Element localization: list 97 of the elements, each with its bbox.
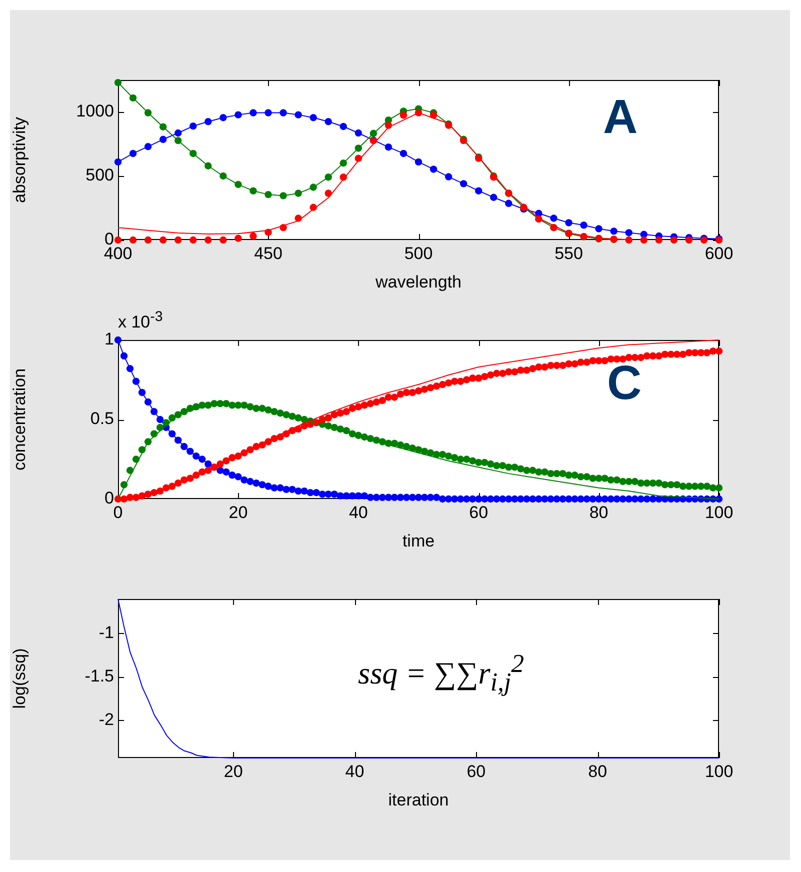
point xyxy=(460,180,468,188)
point xyxy=(220,114,227,122)
x-tick-label: 100 xyxy=(704,762,734,781)
point xyxy=(400,150,408,158)
point xyxy=(340,122,347,130)
point xyxy=(144,142,152,150)
y-tick-label: -1.5 xyxy=(84,666,114,686)
point xyxy=(204,236,212,244)
point xyxy=(250,187,257,194)
point xyxy=(310,114,317,122)
point xyxy=(475,187,482,194)
y-tick-label: 1 xyxy=(104,330,114,349)
point xyxy=(234,234,242,242)
point xyxy=(444,173,452,180)
point xyxy=(580,222,588,229)
annotation: C xyxy=(607,357,642,411)
point xyxy=(370,130,378,137)
y-tick-label: 1000 xyxy=(76,102,114,121)
point xyxy=(294,111,302,118)
y-axis-title: absorptivity xyxy=(10,116,29,203)
x-axis-title: iteration xyxy=(388,790,449,810)
point xyxy=(565,219,572,226)
text: x 10$^{-3}$ xyxy=(118,309,163,332)
point xyxy=(190,236,197,244)
x-tick-label: 20 xyxy=(228,502,248,522)
point xyxy=(250,109,257,116)
point xyxy=(234,180,242,188)
point xyxy=(190,150,197,158)
point xyxy=(430,166,438,173)
point xyxy=(159,236,167,244)
x-tick-label: 40 xyxy=(345,762,364,781)
point xyxy=(595,225,602,232)
point xyxy=(114,158,122,166)
point xyxy=(190,122,197,130)
y-tick-label: -2 xyxy=(98,710,114,730)
point xyxy=(625,229,632,236)
x-tick-label: 20 xyxy=(224,762,243,781)
x-tick-label: 80 xyxy=(589,502,608,522)
x-tick-label: 60 xyxy=(469,502,488,522)
point xyxy=(204,118,212,126)
point xyxy=(144,236,152,244)
point xyxy=(129,94,137,102)
point xyxy=(220,236,227,244)
y-tick-label: 0.5 xyxy=(90,409,114,428)
point xyxy=(159,123,167,130)
point xyxy=(400,112,408,119)
x-tick-label: 40 xyxy=(348,502,368,522)
x-tick-label: 500 xyxy=(404,244,433,263)
x-tick-label: 80 xyxy=(588,762,608,781)
x-tick-label: 400 xyxy=(104,244,132,263)
y-tick-label: 500 xyxy=(86,166,114,185)
point xyxy=(550,214,558,222)
point xyxy=(280,192,287,200)
point xyxy=(354,144,362,152)
point xyxy=(264,109,272,116)
point xyxy=(294,190,302,197)
point xyxy=(144,109,152,116)
point xyxy=(384,143,392,151)
point xyxy=(324,174,332,181)
point xyxy=(670,236,678,244)
point xyxy=(174,136,182,144)
point xyxy=(159,136,167,143)
point xyxy=(340,159,347,167)
point xyxy=(354,129,362,137)
point xyxy=(505,200,512,207)
point xyxy=(640,236,648,244)
x-axis-title: wavelength xyxy=(374,272,462,292)
point xyxy=(310,184,317,191)
y-axis-title: log(ssq) xyxy=(10,648,29,709)
x-tick-label: 450 xyxy=(254,244,282,263)
point xyxy=(685,236,693,244)
y-tick-label: 0 xyxy=(104,488,114,508)
x-axis-title: time xyxy=(402,531,435,550)
y-tick-label: -1 xyxy=(98,622,114,642)
point xyxy=(114,78,122,86)
x-tick-label: 600 xyxy=(704,244,734,263)
y-axis-title: concentration xyxy=(10,368,29,471)
x-tick-label: 550 xyxy=(554,244,583,263)
point xyxy=(655,236,662,244)
point xyxy=(129,150,137,158)
point xyxy=(174,236,182,244)
point xyxy=(129,236,137,244)
point xyxy=(490,194,498,201)
point xyxy=(610,228,618,235)
point xyxy=(204,162,212,170)
x-tick-label: 100 xyxy=(704,502,734,522)
x-tick-label: 60 xyxy=(466,762,486,781)
point xyxy=(264,190,272,198)
annotation: A xyxy=(603,91,638,145)
point xyxy=(220,172,227,180)
point xyxy=(324,118,332,126)
point xyxy=(250,232,257,240)
point xyxy=(280,109,287,116)
point xyxy=(414,158,422,166)
point xyxy=(234,111,242,118)
point xyxy=(114,236,122,244)
point xyxy=(174,129,182,137)
